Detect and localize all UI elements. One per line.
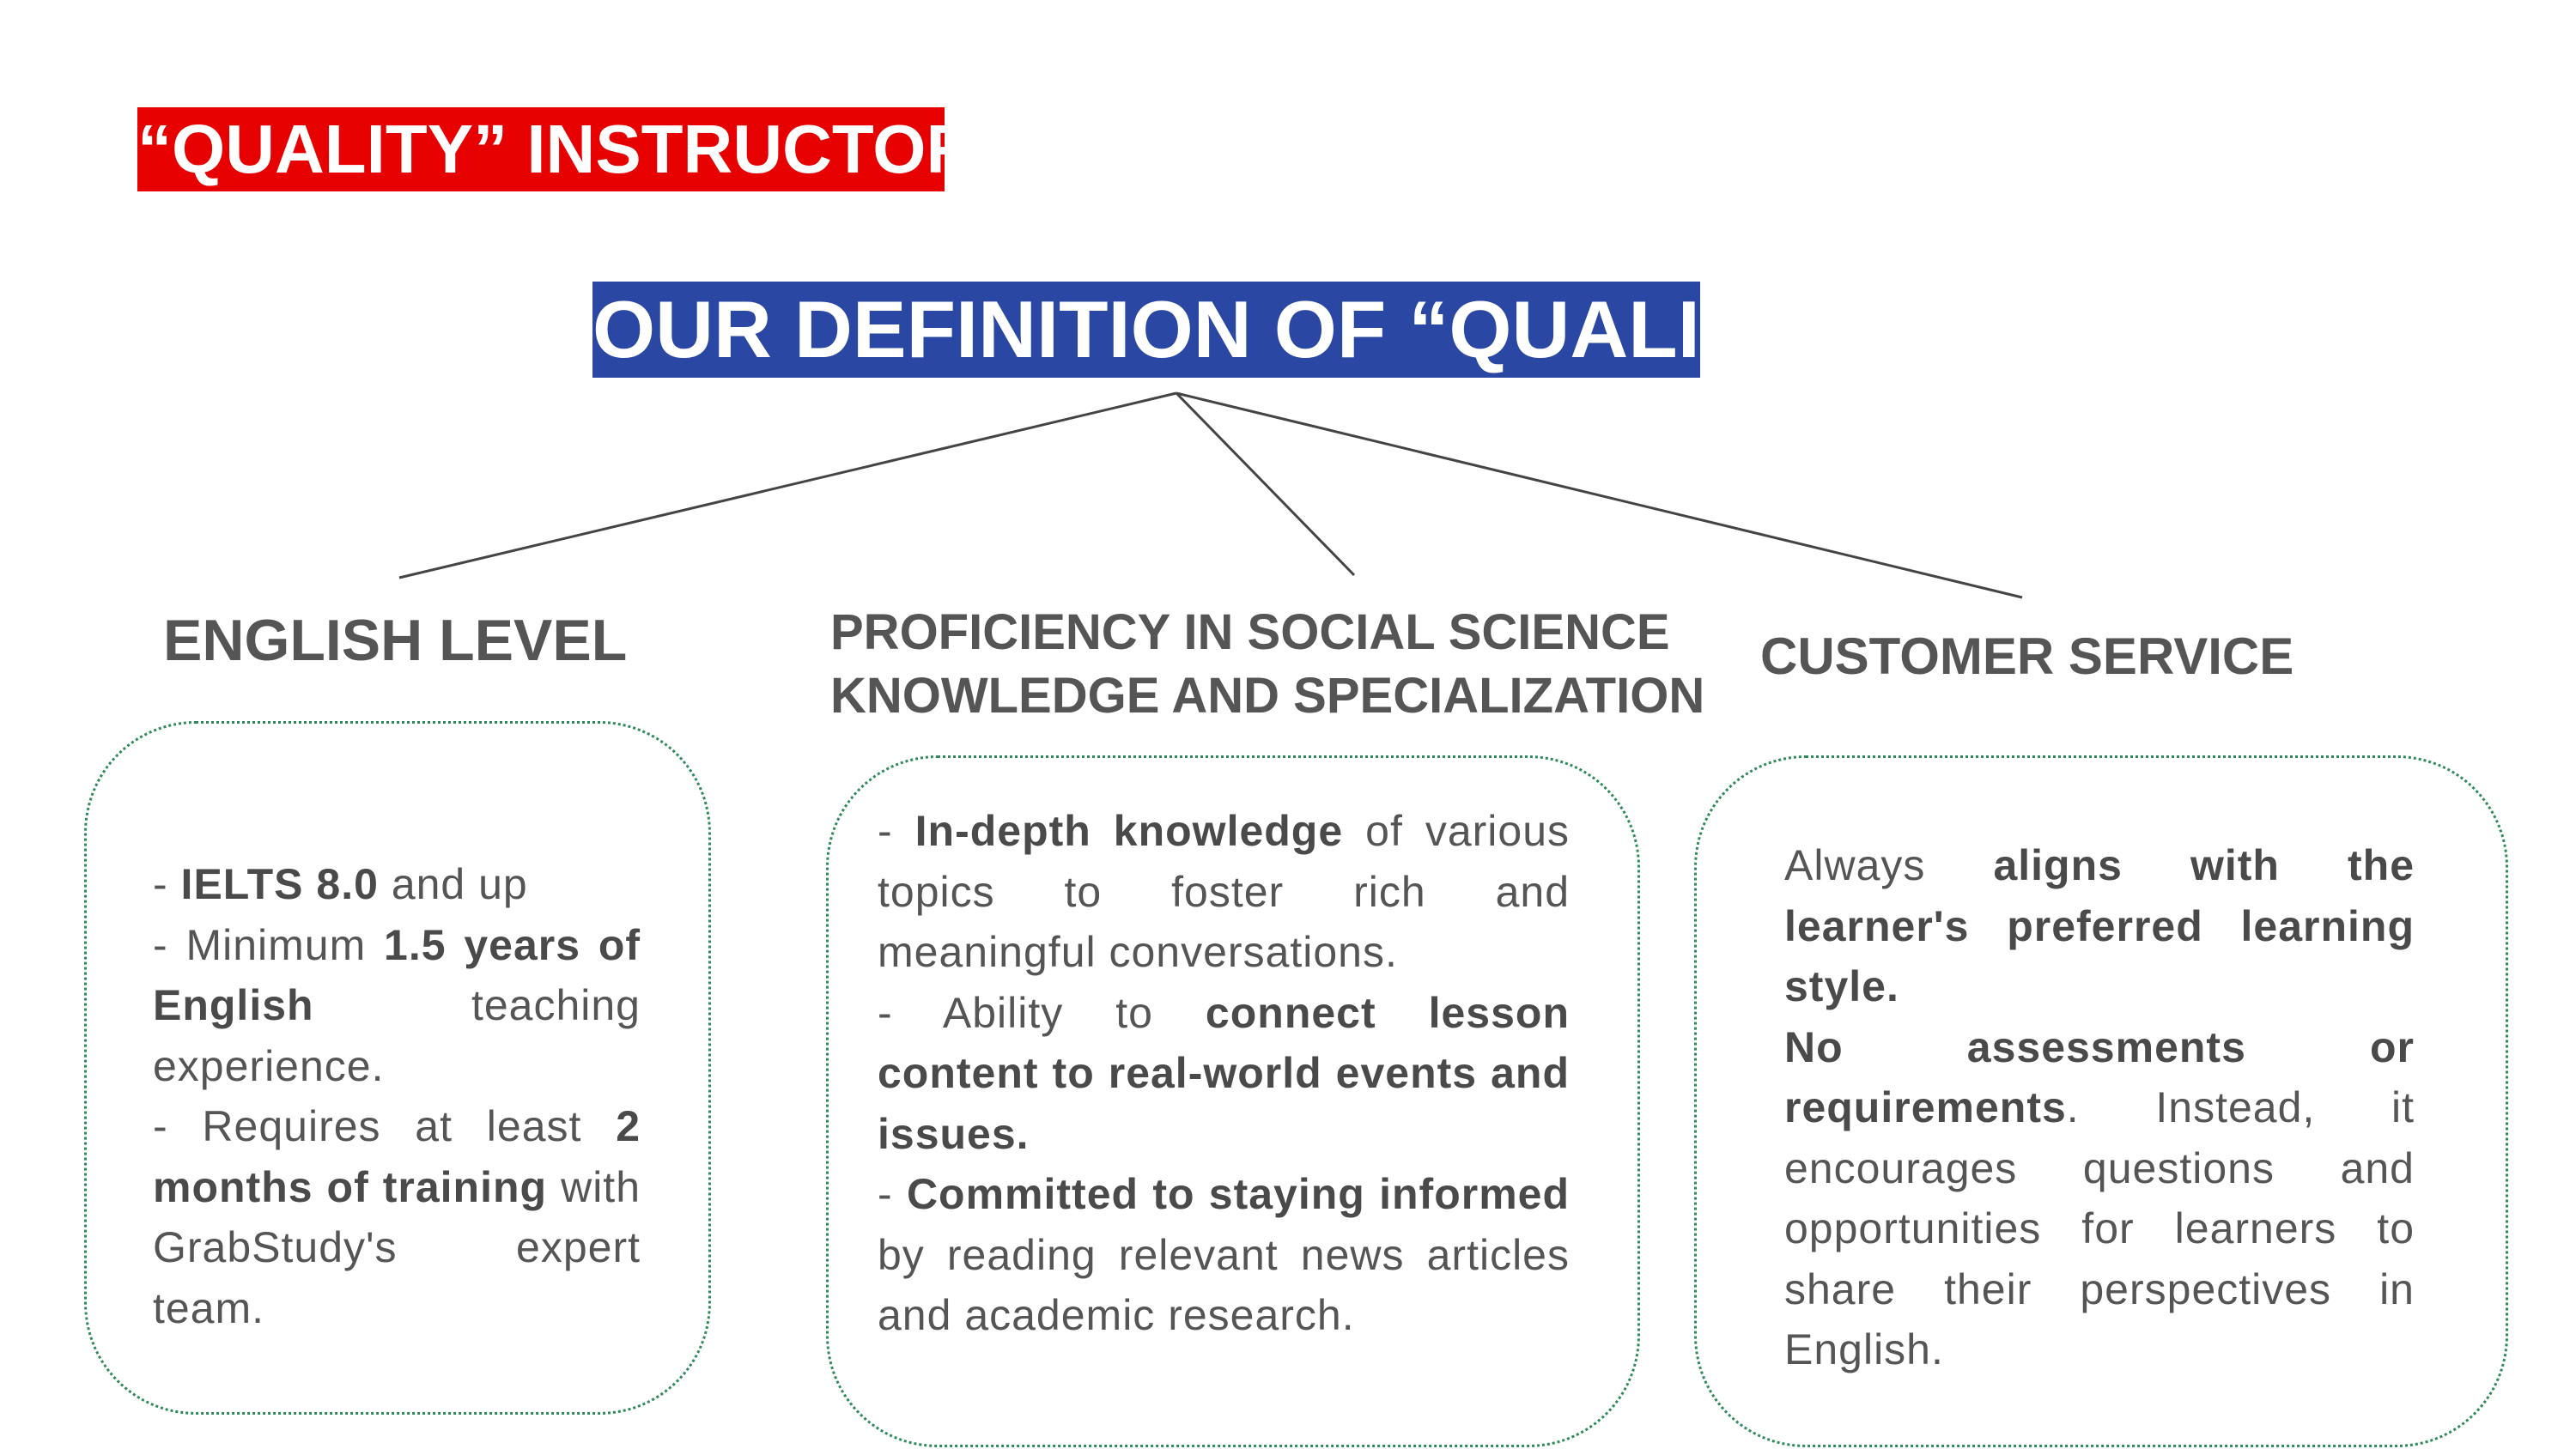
list-item: - Ability to connect lesson content to r… xyxy=(878,988,1571,1158)
list-item: - In-depth knowledge of various topics t… xyxy=(878,807,1571,976)
list-item: - Minimum 1.5 years of English teaching … xyxy=(153,920,641,1090)
card-proficiency xyxy=(826,755,1640,1447)
heading-proficiency: PROFICIENCY IN SOCIAL SCIENCE KNOWLEDGE … xyxy=(830,604,1705,724)
proficiency-text: - In-depth knowledge of various topics t… xyxy=(878,801,1570,1346)
connector-english xyxy=(398,391,1177,579)
list-item: Always aligns with the learner's preferr… xyxy=(1784,841,2415,1010)
page-title: “QUALITY” INSTRUCTORS xyxy=(137,107,945,191)
customer-service-text: Always aligns with the learner's preferr… xyxy=(1784,835,2415,1380)
list-item: No assessments or requirements. Instead,… xyxy=(1784,1022,2415,1374)
connector-customer xyxy=(1176,391,2023,599)
heading-customer-service: CUSTOMER SERVICE xyxy=(1760,627,2294,685)
heading-english-level: ENGLISH LEVEL xyxy=(163,608,628,673)
connector-proficiency xyxy=(1175,391,1356,577)
list-item: - IELTS 8.0 and up xyxy=(153,860,528,908)
card-english-level xyxy=(84,721,711,1415)
card-customer-service xyxy=(1694,755,2508,1447)
list-item: - Committed to staying informed by readi… xyxy=(878,1170,1571,1339)
english-level-text: - IELTS 8.0 and up - Minimum 1.5 years o… xyxy=(153,854,641,1338)
list-item: - Requires at least 2 months of training… xyxy=(153,1102,641,1332)
definition-banner: OUR DEFINITION OF “QUALITY” xyxy=(592,282,1700,378)
